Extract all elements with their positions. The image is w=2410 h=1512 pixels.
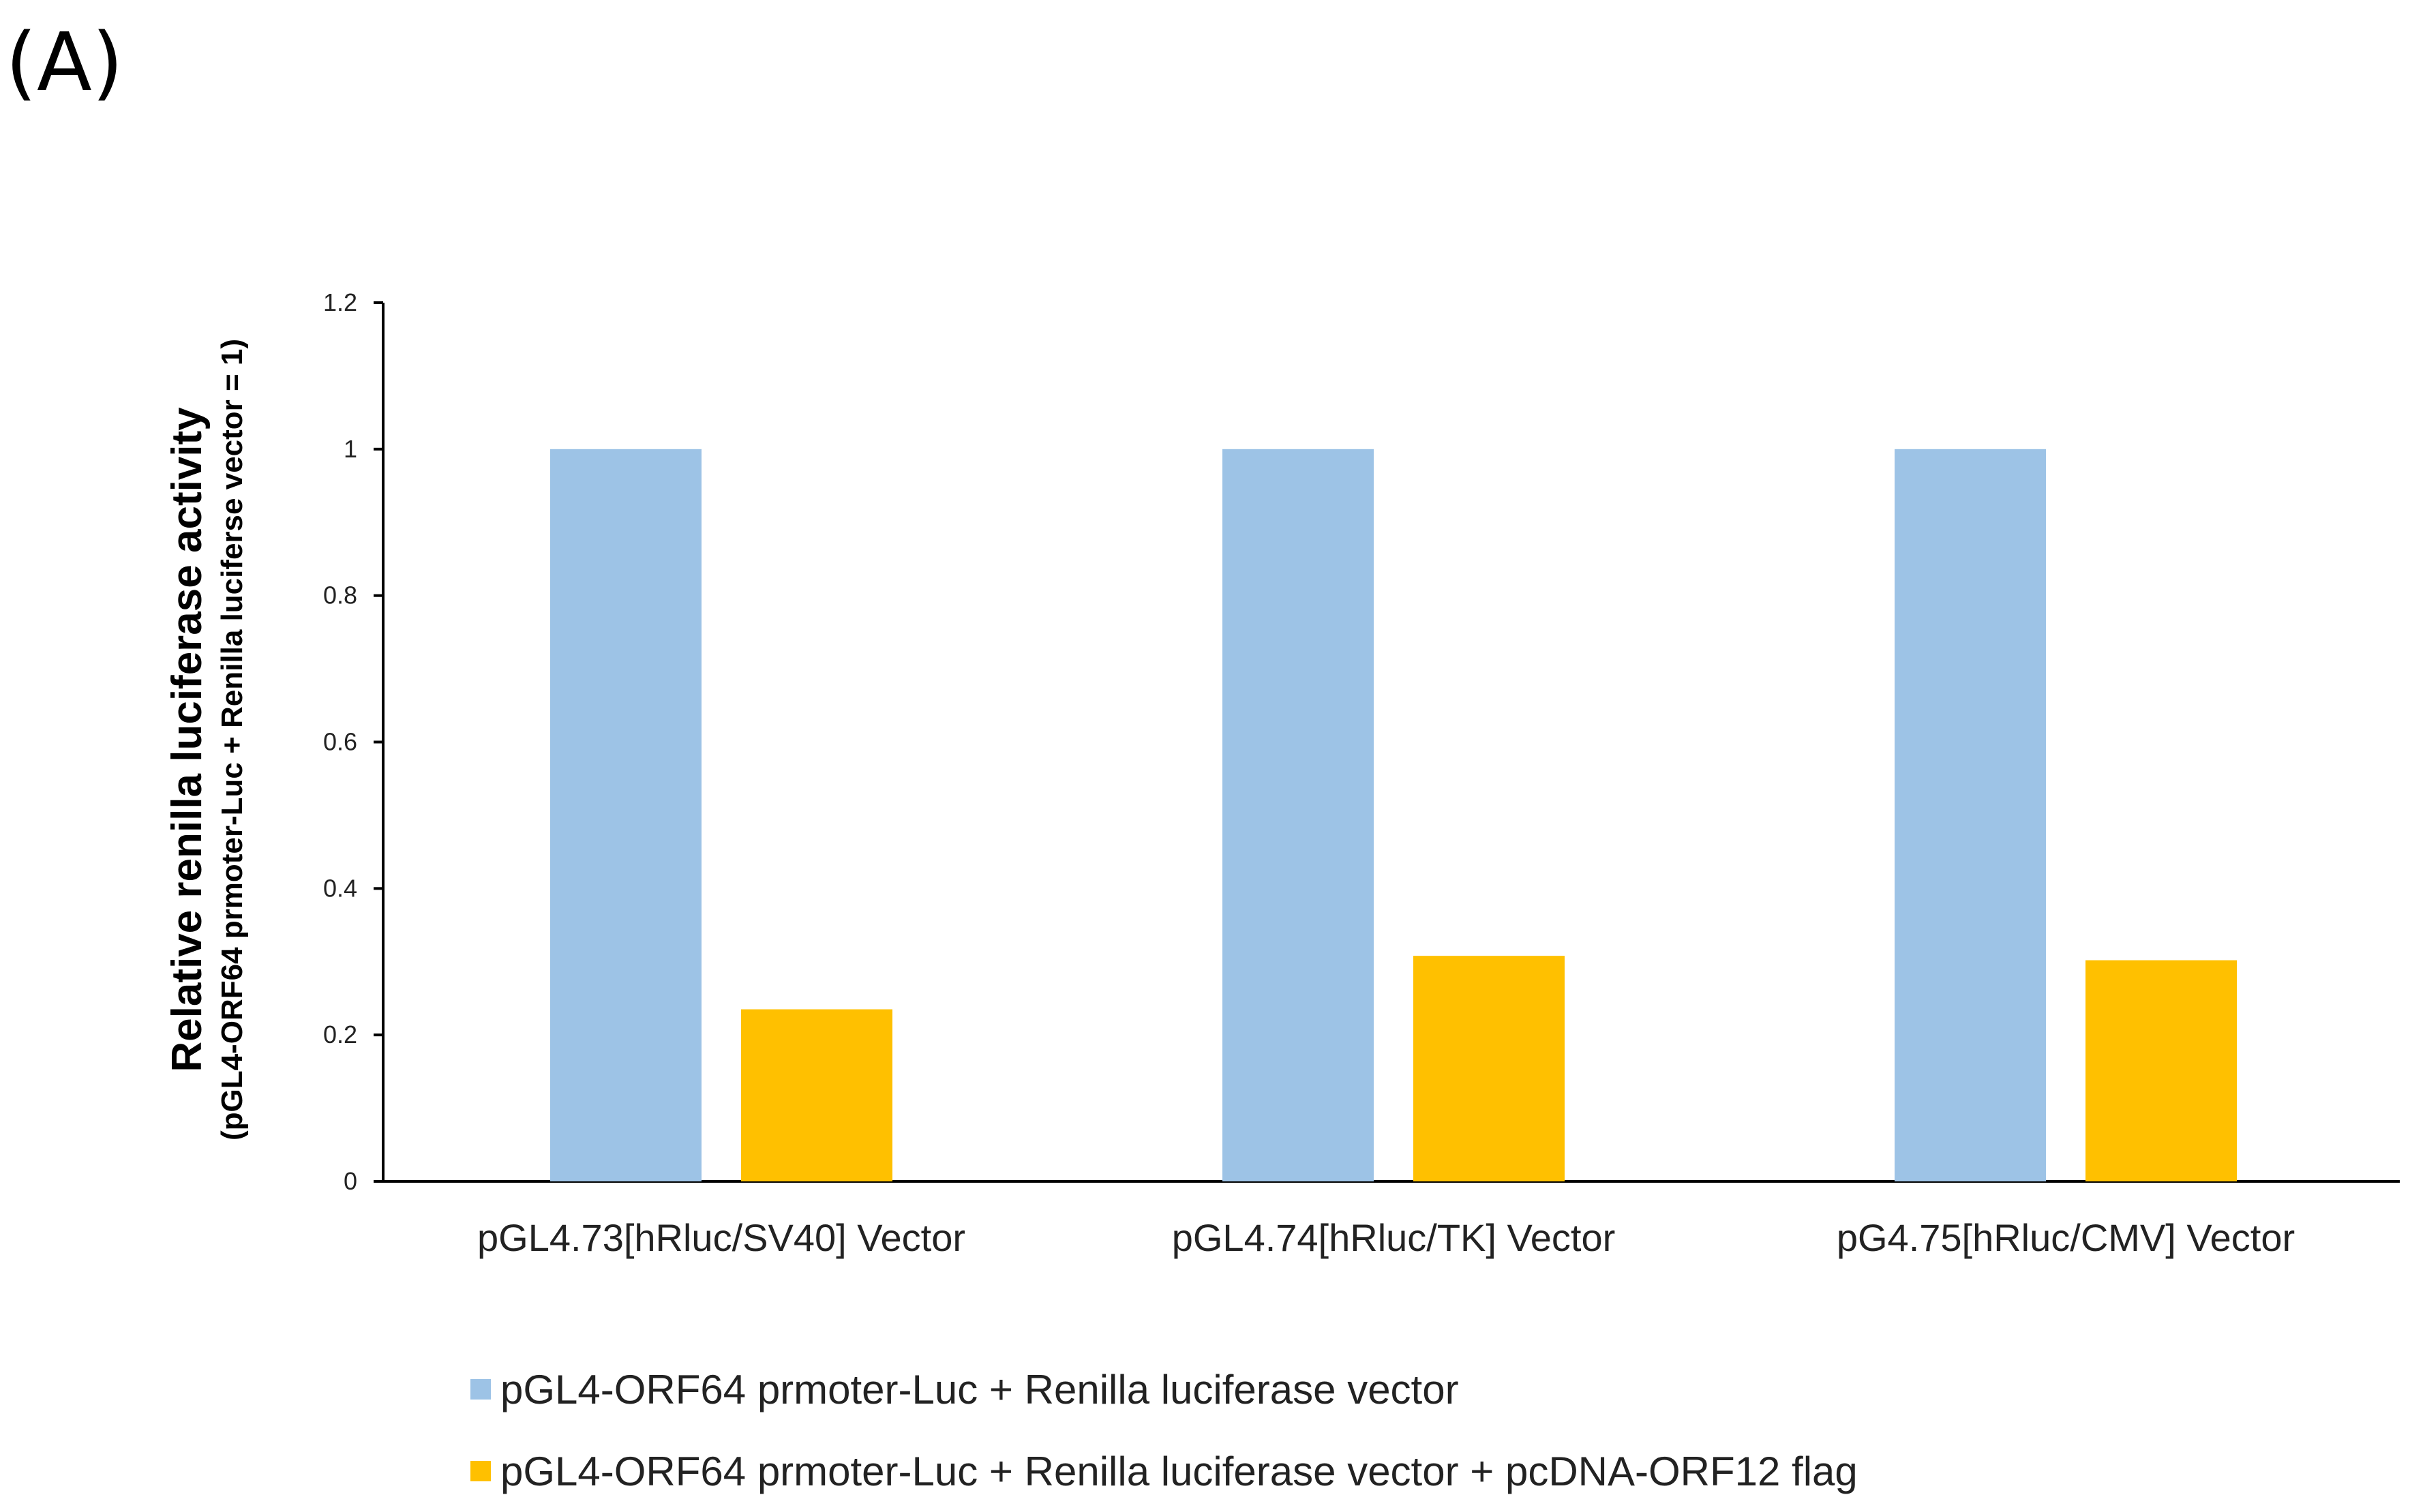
category-label-2: pGL4.74[hRluc/TK] Vector <box>1172 1216 1616 1259</box>
legend-label-series-2: pGL4-ORF64 prmoter-Luc + Renilla lucifer… <box>500 1448 1858 1494</box>
y-tick-label: 1.2 <box>323 288 357 316</box>
category-label-1: pGL4.73[hRluc/SV40] Vector <box>477 1216 965 1259</box>
y-tick-label: 0.8 <box>323 581 357 609</box>
y-tick-label: 1 <box>344 435 357 463</box>
bar-series-1-1 <box>550 449 702 1182</box>
legend: pGL4-ORF64 prmoter-Luc + Renilla lucifer… <box>470 1348 1858 1512</box>
y-tick-label: 0.4 <box>323 874 357 902</box>
panel-label: (A) <box>5 15 123 109</box>
axes: 0 0.2 0.4 0.6 0.8 1 1.2 <box>323 288 2400 1195</box>
legend-swatch-series-1 <box>470 1379 491 1400</box>
legend-label-series-1: pGL4-ORF64 prmoter-Luc + Renilla lucifer… <box>500 1366 1459 1412</box>
bar-series-2-3 <box>2085 960 2237 1181</box>
y-tick-label: 0.6 <box>323 728 357 756</box>
legend-swatch-series-2 <box>470 1461 491 1481</box>
y-tick-label: 0.2 <box>323 1020 357 1048</box>
bars <box>550 449 2237 1182</box>
bar-series-2-2 <box>1413 956 1565 1181</box>
bar-series-1-2 <box>1222 449 1374 1182</box>
y-axis-title: Relative renilla luciferase activity <box>164 407 211 1072</box>
y-tick-label: 0 <box>344 1167 357 1195</box>
bar-series-1-3 <box>1895 449 2046 1182</box>
y-axis-subtitle: (pGL4-ORF64 prmoter-Luc + Renilla lucife… <box>215 339 249 1140</box>
legend-item-series-2: pGL4-ORF64 prmoter-Luc + Renilla lucifer… <box>470 1430 1858 1512</box>
category-label-3: pG4.75[hRluc/CMV] Vector <box>1837 1216 2295 1259</box>
y-axis-label: Relative renilla luciferase activity (pG… <box>164 339 249 1140</box>
bar-chart: Relative renilla luciferase activity (pG… <box>164 288 2400 1259</box>
bar-series-2-1 <box>741 1009 892 1181</box>
category-labels: pGL4.73[hRluc/SV40] Vector pGL4.74[hRluc/… <box>477 1216 2295 1259</box>
legend-item-series-1: pGL4-ORF64 prmoter-Luc + Renilla lucifer… <box>470 1348 1858 1430</box>
